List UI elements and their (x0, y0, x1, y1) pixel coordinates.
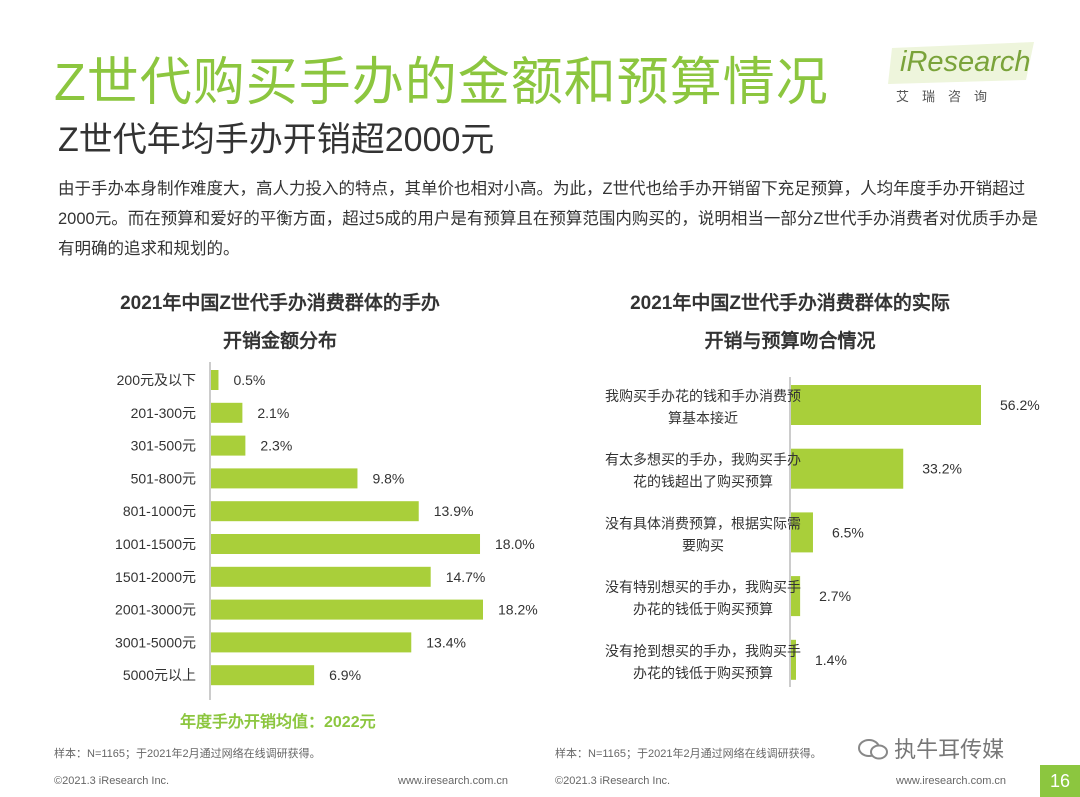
chart2-category-label: 花的钱超出了购买预算 (633, 474, 773, 490)
chart1-bar (211, 534, 481, 554)
chart2-value-label: 2.7% (819, 588, 851, 604)
chart1-category-label: 1501-2000元 (115, 569, 196, 585)
chart1-value-label: 18.2% (498, 602, 538, 618)
logo-banner-icon (888, 42, 1034, 84)
wechat-icon (858, 739, 888, 760)
chart2-value-label: 33.2% (922, 461, 962, 477)
chart1-category-label: 1001-1500元 (115, 536, 196, 552)
chart1-category-label: 301-500元 (131, 438, 196, 454)
chart1-title-line1: 2021年中国Z世代手办消费群体的手办 (120, 293, 440, 314)
footer-copyright-left: ©2021.3 iResearch Inc. (54, 775, 170, 787)
chart1-value-label: 13.4% (426, 634, 466, 650)
chart1-value-label: 2.1% (257, 405, 289, 421)
chart1-bar (211, 468, 358, 489)
chart2-category-label: 我购买手办花的钱和手办消费预 (605, 388, 801, 404)
footer-copyright-right: ©2021.3 iResearch Inc. (555, 775, 671, 787)
chart1-bar (211, 370, 219, 390)
chart1-category-label: 5000元以上 (123, 667, 196, 683)
chart1-value-label: 6.9% (329, 667, 361, 683)
chart2-category-label: 办花的钱低于购买预算 (633, 665, 773, 681)
chart1-category-label: 2001-3000元 (115, 602, 196, 618)
chart2-category-label: 算基本接近 (668, 410, 738, 426)
chart1-category-label: 501-800元 (131, 470, 196, 486)
chart2-value-label: 1.4% (815, 652, 847, 668)
chart1-bar-chart: 200元及以下 0.5% 201-300元 2.1% 301-500元 2.3% 501-8… (115, 362, 538, 700)
chart1-bar (211, 665, 315, 686)
chart1-title: 2021年中国Z世代手办消费群体的手办 开销金额分布 (60, 285, 500, 361)
chart2-category-label: 没有抢到想买的手办，我购买手 (605, 643, 801, 659)
chart2-title-line1: 2021年中国Z世代手办消费群体的实际 (630, 293, 950, 314)
chart1-bar (211, 599, 483, 620)
page-title: Z世代购买手办的金额和预算情况 (54, 54, 829, 112)
page-subtitle: Z世代年均手办开销超2000元 (58, 121, 495, 159)
chart2-title: 2021年中国Z世代手办消费群体的实际 开销与预算吻合情况 (570, 285, 1010, 361)
chart1-bar (211, 501, 419, 522)
chart2-source-note: 样本：N=1165；于2021年2月通过网络在线调研获得。 (555, 748, 822, 760)
chart1-value-label: 14.7% (446, 569, 486, 585)
chart2-bar (791, 512, 813, 553)
logo-wordmark: iResearch (900, 46, 1031, 78)
chart1-value-label: 18.0% (495, 536, 535, 552)
chart1-title-line2: 开销金额分布 (222, 331, 337, 352)
chart1-value-label: 0.5% (233, 372, 265, 388)
chart1-source-note: 样本：N=1165；于2021年2月通过网络在线调研获得。 (54, 748, 321, 760)
chart1-value-label: 13.9% (434, 503, 474, 519)
footer-site-right: www.iresearch.com.cn (896, 775, 1007, 787)
chart1-bar (211, 435, 246, 456)
footer-site-left: www.iresearch.com.cn (398, 775, 509, 787)
chart1-value-label: 9.8% (372, 470, 404, 486)
chart2-bar (791, 639, 796, 680)
page-number: 16 (1040, 765, 1080, 797)
chart1-bar (211, 566, 431, 587)
chart2-category-label: 没有特别想买的手办，我购买手 (605, 579, 801, 595)
chart2-bar (791, 576, 801, 617)
logo-chinese: 艾瑞咨询 (896, 89, 1001, 104)
chart2-category-label: 办花的钱低于购买预算 (633, 601, 773, 617)
chart2-bar (791, 448, 904, 489)
wechat-watermark: 执牛耳传媒 (858, 732, 1004, 764)
chart2-value-label: 6.5% (832, 524, 864, 540)
chart1-value-label: 2.3% (260, 438, 292, 454)
body-paragraph: 由于手办本身制作难度大，高人力投入的特点，其单价也相对小高。为此，Z世代也给手办… (58, 180, 1038, 258)
chart2-value-label: 56.2% (1000, 397, 1040, 413)
chart1-bar (211, 402, 243, 423)
chart1-category-label: 3001-5000元 (115, 634, 196, 650)
chart2-bar (791, 385, 981, 425)
iresearch-logo: iResearch 艾瑞咨询 (888, 40, 1038, 115)
chart1-mean-annotation: 年度手办开销均值：2022元 (180, 714, 376, 731)
watermark-text: 执牛耳传媒 (894, 737, 1005, 762)
chart1-category-label: 801-1000元 (123, 503, 196, 519)
chart1-bar (211, 632, 412, 653)
chart2-title-line2: 开销与预算吻合情况 (704, 331, 876, 352)
chart2-category-label: 没有具体消费预算，根据实际需 (605, 515, 801, 531)
chart2-category-label: 有太多想买的手办，我购买手办 (605, 452, 801, 468)
chart1-category-label: 201-300元 (131, 405, 196, 421)
chart1-category-label: 200元及以下 (117, 372, 196, 388)
chart2-category-label: 要购买 (682, 537, 724, 553)
